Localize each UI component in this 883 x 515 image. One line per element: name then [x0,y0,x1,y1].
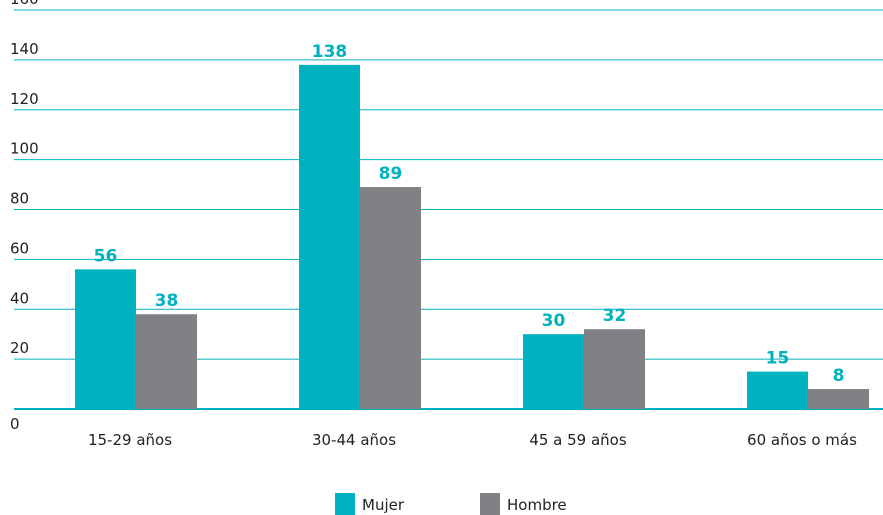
y-tick-label: 40 [10,289,29,307]
y-tick-label: 160 [10,0,39,8]
data-label: 15 [766,349,790,369]
bar-hombre-2 [584,329,645,409]
data-label: 8 [833,366,845,386]
bar-mujer-2 [523,334,584,409]
legend-label-hombre: Hombre [507,496,567,514]
legend-swatch-mujer [335,493,355,515]
category-label: 15-29 años [88,431,172,449]
bar-hombre-1 [360,187,421,409]
y-tick-label: 0 [10,415,20,433]
category-label: 45 a 59 años [529,431,627,449]
data-label: 56 [94,246,118,266]
bar-mujer-3 [747,371,808,409]
data-labels: 56 38 138 89 30 32 15 8 [94,42,845,386]
legend-label-mujer: Mujer [362,496,405,514]
y-tick-label: 140 [10,40,39,58]
data-label: 30 [542,311,566,331]
y-axis-ticks: 0 20 40 60 80 100 120 140 160 [10,0,39,433]
data-label: 138 [312,42,348,62]
y-tick-label: 100 [10,140,39,158]
legend-swatch-hombre [480,493,500,515]
data-label: 32 [603,306,627,326]
data-label: 38 [155,291,179,311]
legend: Mujer Hombre [335,493,567,515]
bars [75,64,869,410]
bar-hombre-0 [136,314,197,409]
bar-mujer-0 [75,269,136,409]
category-label: 30-44 años [312,431,396,449]
bar-mujer-1 [299,64,360,410]
y-tick-label: 60 [10,239,29,257]
y-tick-label: 80 [10,190,29,208]
category-label: 60 años o más [747,431,857,449]
x-axis-categories: 15-29 años 30-44 años 45 a 59 años 60 años … [88,431,857,449]
y-tick-label: 20 [10,339,29,357]
y-tick-label: 120 [10,90,39,108]
data-label: 89 [379,164,403,184]
bar-hombre-3 [808,389,869,409]
